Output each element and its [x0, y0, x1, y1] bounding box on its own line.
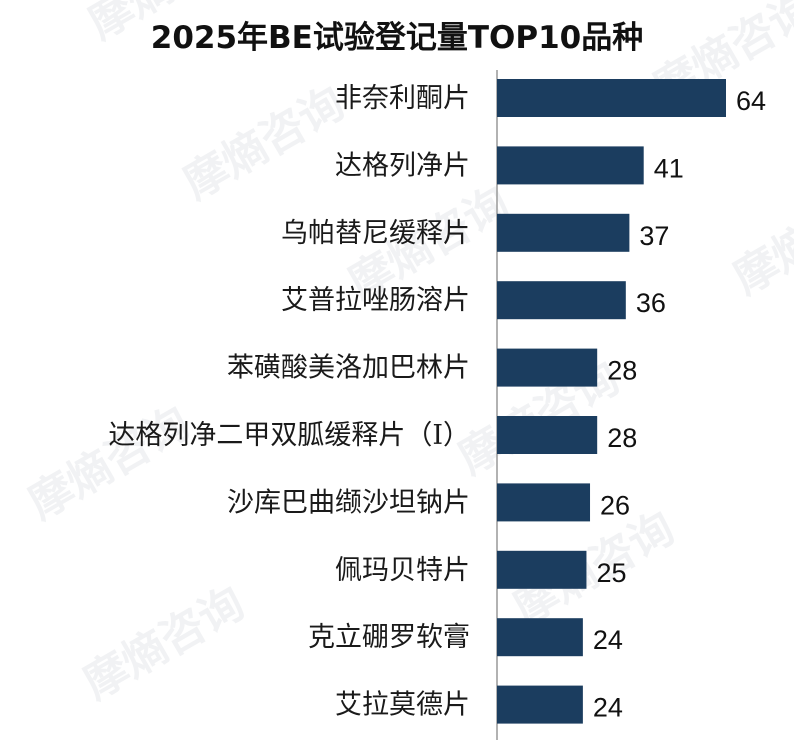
- category-label-6: 达格列净二甲双胍缓释片（Ⅰ）: [108, 420, 470, 451]
- chart-title: 2025年BE试验登记量TOP10品种: [150, 20, 644, 56]
- watermark-3: 摩熵咨询: [175, 77, 353, 209]
- bar-3: [497, 213, 630, 252]
- category-label-5: 苯磺酸美洛加巴林片: [227, 353, 470, 384]
- bar-10: [497, 685, 583, 724]
- value-label-2: 41: [654, 153, 684, 183]
- value-label-9: 24: [593, 625, 623, 655]
- value-label-1: 64: [736, 86, 766, 116]
- bar-8: [497, 550, 587, 589]
- value-label-6: 28: [607, 423, 637, 453]
- category-label-2: 达格列净片: [335, 150, 470, 181]
- category-label-8: 佩玛贝特片: [335, 555, 470, 586]
- category-label-3: 乌帕替尼缓释片: [281, 218, 470, 249]
- bar-7: [497, 483, 591, 522]
- value-labels-layer: 64 41 37 36 28 28 26 25 24 24: [593, 86, 766, 723]
- bar-4: [497, 281, 626, 320]
- category-label-10: 艾拉莫德片: [335, 690, 470, 721]
- category-label-4: 艾普拉唑肠溶片: [281, 285, 470, 316]
- value-label-7: 26: [600, 490, 630, 520]
- bars-layer: [497, 79, 726, 724]
- value-label-8: 25: [596, 558, 626, 588]
- bar-5: [497, 348, 598, 387]
- bar-2: [497, 146, 644, 185]
- bar-6: [497, 416, 598, 454]
- value-label-4: 36: [636, 288, 666, 318]
- watermark-1: 摩熵咨询: [80, 0, 258, 50]
- bar-9: [497, 618, 583, 657]
- watermark-7: 摩熵咨询: [20, 397, 198, 529]
- category-label-9: 克立硼罗软膏: [308, 622, 470, 653]
- category-labels-layer: 非奈利酮片达格列净片乌帕替尼缓释片艾普拉唑肠溶片苯磺酸美洛加巴林片达格列净二甲双…: [108, 83, 470, 721]
- category-label-1: 非奈利酮片: [335, 83, 470, 114]
- watermark-9: 摩熵咨询: [75, 577, 253, 709]
- bar-1: [497, 79, 726, 117]
- category-label-7: 沙库巴曲缬沙坦钠片: [227, 487, 470, 518]
- value-label-10: 24: [593, 693, 623, 723]
- value-label-5: 28: [607, 356, 637, 386]
- value-label-3: 37: [639, 221, 669, 251]
- watermark-5: 摩熵咨询: [725, 172, 794, 304]
